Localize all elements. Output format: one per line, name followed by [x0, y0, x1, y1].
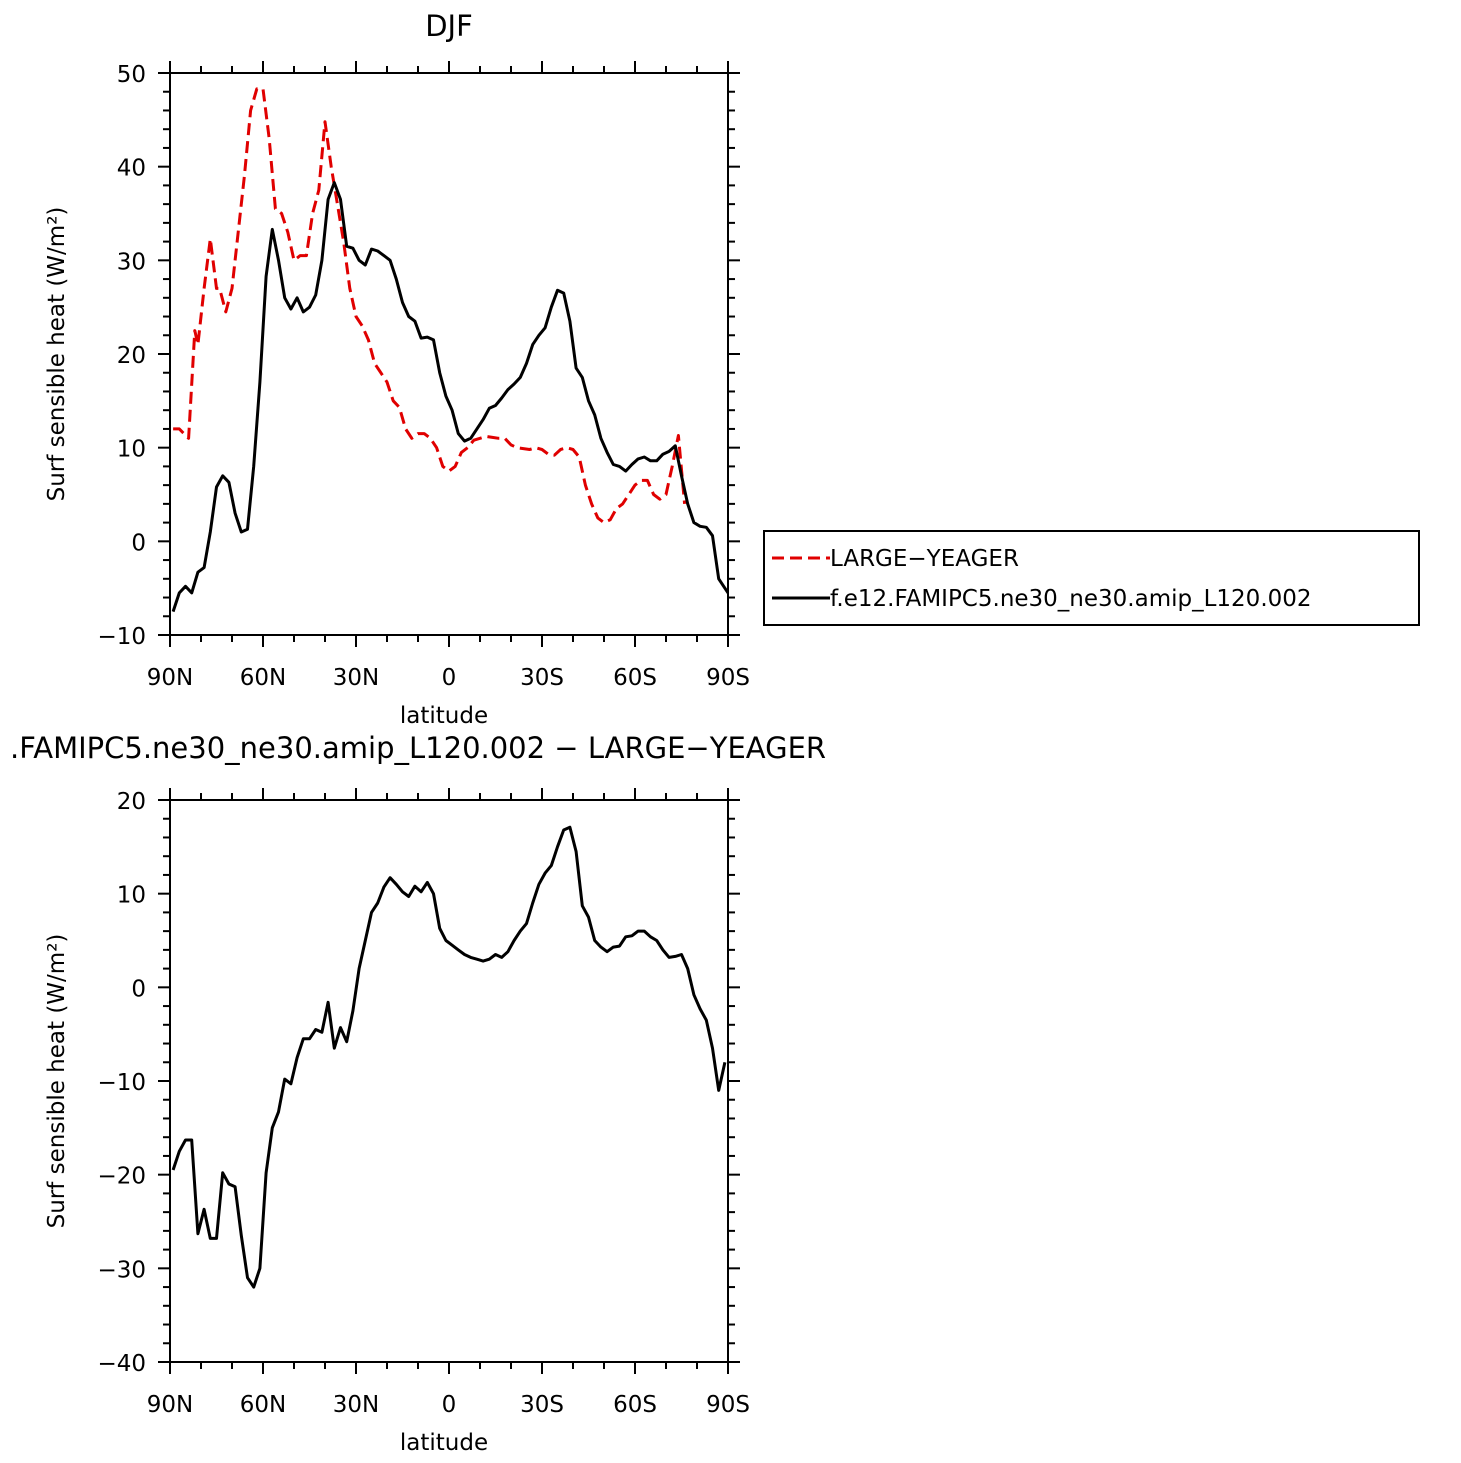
x-tick-label: 90N	[147, 665, 193, 691]
y-tick-label: 30	[117, 249, 146, 275]
plot-frame	[169, 799, 729, 1363]
x-tick-label: 60S	[613, 665, 657, 691]
x-tick-label: 60S	[613, 1392, 657, 1418]
series-line-0	[171, 825, 727, 1289]
plot-frame	[169, 72, 729, 636]
chart-title: .FAMIPC5.ne30_ne30.amip_L120.002 − LARGE…	[10, 731, 826, 765]
y-axis-label: Surf sensible heat (W/m²)	[44, 207, 70, 502]
legend-entry-1: f.e12.FAMIPC5.ne30_ne30.amip_L120.002	[830, 586, 1312, 612]
x-tick-label: 90S	[706, 1392, 750, 1418]
x-tick-label: 90S	[706, 665, 750, 691]
legend-box	[763, 530, 1420, 626]
y-tick-label: 10	[117, 883, 146, 909]
x-axis-label: latitude	[400, 703, 488, 729]
x-tick-label: 30S	[520, 1392, 564, 1418]
y-tick-label: 20	[117, 343, 146, 369]
y-tick-label: 50	[117, 62, 146, 88]
x-tick-label: 0	[442, 1392, 457, 1418]
x-tick-label: 0	[442, 665, 457, 691]
x-tick-label: 60N	[240, 1392, 286, 1418]
y-tick-label: 0	[131, 976, 146, 1002]
top-panel: DJF 90N 60N 30N 0 30S 60S 90S −10 0 10 20 30 40 50 lati…	[44, 9, 1420, 729]
x-tick-label: 90N	[147, 1392, 193, 1418]
x-tick-label: 30S	[520, 665, 564, 691]
y-tick-label: −30	[97, 1257, 146, 1283]
legend-entry-0: LARGE−YEAGER	[830, 546, 1019, 572]
x-tick-label: 30N	[333, 1392, 379, 1418]
x-axis-label: latitude	[400, 1430, 488, 1456]
y-tick-label: 40	[117, 156, 146, 182]
x-tick-label: 60N	[240, 665, 286, 691]
y-tick-label: −10	[97, 1070, 146, 1096]
y-tick-label: 10	[117, 437, 146, 463]
series-line-1	[171, 181, 728, 613]
series-line-0	[173, 87, 687, 525]
y-tick-label: −20	[97, 1164, 146, 1190]
x-tick-label: 30N	[333, 665, 379, 691]
y-axis-label: Surf sensible heat (W/m²)	[44, 934, 70, 1229]
y-tick-label: −40	[97, 1351, 146, 1377]
chart-title: DJF	[425, 9, 473, 43]
y-tick-label: 20	[117, 789, 146, 815]
bottom-panel: .FAMIPC5.ne30_ne30.amip_L120.002 − LARGE…	[10, 731, 826, 1456]
y-tick-label: 0	[131, 530, 146, 556]
y-tick-label: −10	[97, 624, 146, 650]
